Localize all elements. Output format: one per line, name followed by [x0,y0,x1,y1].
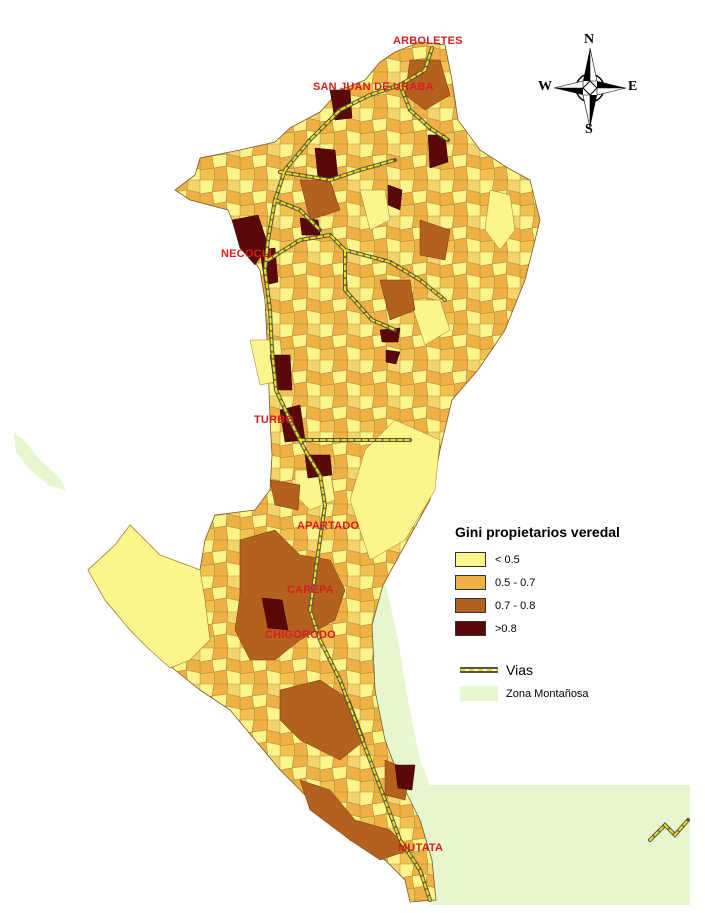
legend-title: Gini propietarios veredal [455,524,620,540]
legend-vias: Vias [460,662,533,678]
roads [262,46,690,902]
legend-label: < 0.5 [495,553,520,566]
compass-rose-icon [553,47,627,129]
town-label-chigorodo: CHIGORODO [265,629,336,641]
zona-swatch [460,686,498,701]
compass-west: W [538,79,552,94]
legend-swatch [455,598,486,613]
road-symbol-icon [460,667,498,673]
legend: Gini propietarios veredal < 0.5 0.5 - 0.… [455,524,695,640]
compass-north: N [584,32,595,47]
legend-item: 0.7 - 0.8 [455,594,695,617]
western-lobe [87,524,211,669]
town-label-turbo: TURBO [254,414,295,426]
compass-south: S [585,122,593,137]
legend-zona-label: Zona Montañosa [506,687,589,700]
legend-item: 0.5 - 0.7 [455,571,695,594]
legend-zona: Zona Montañosa [460,686,589,701]
legend-label: 0.5 - 0.7 [495,576,536,589]
compass-east: E [628,79,638,94]
town-label-mutata: MUTATA [398,842,444,854]
legend-vias-label: Vias [506,662,533,678]
town-label-san-juan: SAN JUAN DE URABA [313,81,434,93]
legend-swatch [455,575,486,590]
legend-swatch [455,552,486,567]
town-label-necocli: NECOCLI [221,248,272,260]
legend-label: 0.7 - 0.8 [495,599,536,612]
high-gini-zones [231,89,449,791]
legend-label: >0.8 [495,622,517,635]
town-label-carepa: CAREPA [287,584,334,596]
town-label-arboletes: ARBOLETES [393,35,463,47]
legend-item: < 0.5 [455,548,695,571]
legend-swatch [455,621,486,636]
town-label-apartado: APARTADO [297,520,360,532]
legend-item: >0.8 [455,617,695,640]
